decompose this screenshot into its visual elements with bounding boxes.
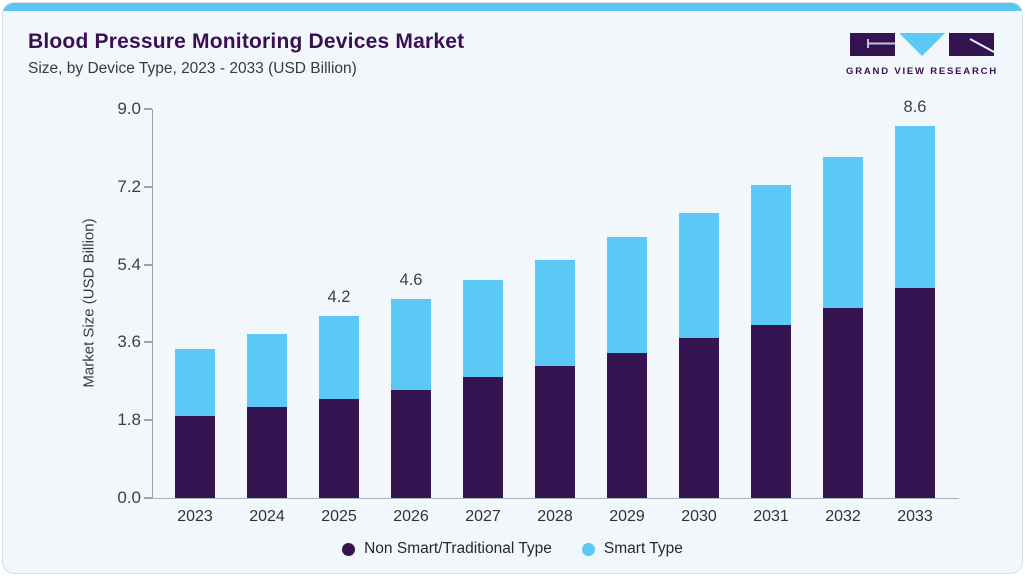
y-axis-title: Market Size (USD Billion): [80, 218, 98, 388]
y-axis-tick-mark: [144, 419, 152, 422]
bar-segment-2028-smart: [535, 260, 575, 367]
brand-name: GRAND VIEW RESEARCH: [846, 66, 998, 77]
bar-segment-2031-smart: [751, 184, 791, 326]
bar-segment-2027-non-smart: [463, 376, 503, 498]
gvr-logo-icon: [850, 33, 995, 56]
x-axis-label-2023: 2023: [177, 508, 213, 525]
bar-total-label-2033: 8.6: [903, 98, 927, 117]
bar-segment-2023-smart: [175, 348, 215, 416]
y-axis-tick-mark: [144, 185, 152, 188]
x-axis-label-2032: 2032: [825, 508, 861, 525]
bar-segment-2031-non-smart: [751, 325, 791, 498]
bar-segment-2033-smart: [895, 126, 935, 289]
bar-segment-2028-non-smart: [535, 366, 575, 498]
bar-total-label-2026: 4.6: [399, 271, 423, 290]
bar-2023: [175, 348, 215, 498]
bar-segment-2024-smart: [247, 333, 287, 408]
x-axis-label-2033: 2033: [897, 508, 933, 525]
bar-segment-2029-non-smart: [607, 353, 647, 498]
bar-segment-2030-smart: [679, 212, 719, 339]
legend-dot-icon: [581, 542, 595, 556]
x-axis-label-2030: 2030: [681, 508, 717, 525]
y-axis-tick-label: 3.6: [117, 332, 141, 352]
legend-item-non-smart: Non Smart/Traditional Type: [342, 540, 552, 558]
bar-2027: [463, 279, 503, 498]
bar-2028: [535, 260, 575, 498]
bar-segment-2025-non-smart: [319, 398, 359, 498]
y-axis-tick-mark: [144, 341, 152, 344]
bar-segment-2026-non-smart: [391, 389, 431, 498]
bar-2025: [319, 316, 359, 498]
page-title: Blood Pressure Monitoring Devices Market: [28, 30, 465, 53]
bar-segment-2029-smart: [607, 236, 647, 354]
bar-segment-2024-non-smart: [247, 407, 287, 498]
bar-2030: [679, 212, 719, 498]
bar-segment-2032-smart: [823, 156, 863, 308]
x-axis-label-2025: 2025: [321, 508, 357, 525]
brand-logo: GRAND VIEW RESEARCH: [846, 32, 998, 77]
y-axis-tick-mark: [144, 263, 152, 266]
legend-item-smart: Smart Type: [581, 540, 683, 558]
bar-2033: [895, 126, 935, 498]
bar-segment-2033-non-smart: [895, 288, 935, 498]
bar-2032: [823, 156, 863, 498]
page-subtitle: Size, by Device Type, 2023 - 2033 (USD B…: [28, 60, 357, 77]
x-axis-label-2027: 2027: [465, 508, 501, 525]
x-axis-label-2029: 2029: [609, 508, 645, 525]
x-axis-label-2028: 2028: [537, 508, 573, 525]
legend-dot-icon: [342, 542, 356, 556]
y-axis-tick-label: 9.0: [117, 99, 141, 118]
bar-segment-2032-non-smart: [823, 307, 863, 498]
plot-area: 0.0 1.8 3.6 5.4 7.2 9.0 2023 2024 2025 4.2 2026 4.6…: [117, 98, 959, 525]
bar-2026: [391, 299, 431, 498]
y-axis-tick-label: 5.4: [117, 254, 141, 274]
bar-2029: [607, 236, 647, 498]
bar-total-label-2025: 4.2: [327, 288, 351, 307]
legend-label: Non Smart/Traditional Type: [364, 540, 552, 557]
bar-segment-2027-smart: [463, 279, 503, 377]
bar-segment-2025-smart: [319, 316, 359, 399]
bar-2024: [247, 333, 287, 498]
accent-top-strip: [3, 3, 1022, 11]
x-axis-label-2024: 2024: [249, 508, 285, 525]
bar-segment-2023-non-smart: [175, 415, 215, 498]
x-axis-label-2026: 2026: [393, 508, 429, 525]
y-axis-tick-mark: [144, 108, 152, 110]
bar-2031: [751, 184, 791, 498]
y-axis-tick-label: 7.2: [117, 176, 141, 196]
y-axis-tick-label: 0.0: [117, 488, 141, 507]
legend-label: Smart Type: [603, 540, 683, 557]
y-axis-tick-label: 1.8: [117, 410, 141, 430]
chart-legend: Non Smart/Traditional Type Smart Type: [3, 540, 1022, 558]
bar-segment-2026-smart: [391, 299, 431, 390]
bar-segment-2030-non-smart: [679, 338, 719, 498]
y-axis-tick-mark: [144, 497, 152, 499]
x-axis-label-2031: 2031: [753, 508, 789, 525]
